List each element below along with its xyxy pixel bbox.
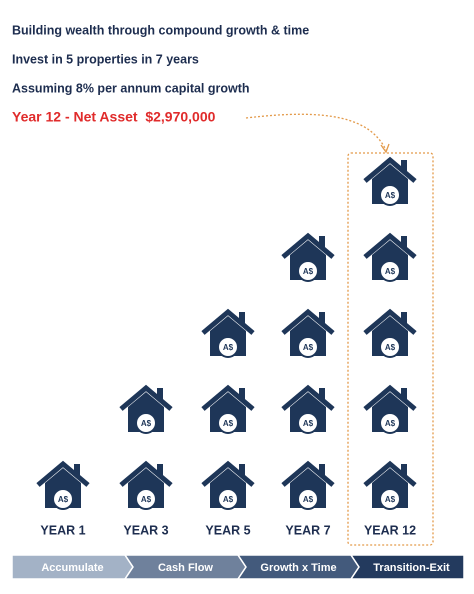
year-label: YEAR 12 — [364, 523, 416, 537]
roof — [119, 384, 173, 411]
chimney — [401, 464, 407, 476]
coin-label: A$ — [58, 495, 69, 504]
coin-label: A$ — [141, 419, 152, 428]
arrow-head — [380, 143, 390, 154]
roof — [281, 460, 335, 487]
coin-label: A$ — [303, 419, 314, 428]
roof — [363, 156, 417, 183]
roof — [363, 308, 417, 335]
stage-label: Transition-Exit — [373, 562, 450, 574]
house-icon: A$ — [281, 232, 335, 282]
chimney — [157, 464, 163, 476]
connector — [245, 113, 387, 151]
house-icon: A$ — [201, 308, 255, 358]
house-icon: A$ — [119, 460, 173, 510]
house-grid: A$ YEAR 1 A$ A$ YEAR 3 A$ A$ A$ YEAR 5 A$ A$ A$ A$ YE… — [36, 156, 417, 537]
chimney — [319, 312, 325, 324]
roof — [281, 308, 335, 335]
chimney — [319, 388, 325, 400]
house-icon: A$ — [363, 308, 417, 358]
chimney — [401, 236, 407, 248]
stage-label: Cash Flow — [158, 562, 213, 574]
chimney — [401, 388, 407, 400]
coin-label: A$ — [385, 419, 396, 428]
roof — [363, 232, 417, 259]
coin-label: A$ — [303, 267, 314, 276]
coin — [217, 488, 239, 510]
roof — [119, 460, 173, 487]
stage-label: Accumulate — [41, 562, 103, 574]
house-icon: A$ — [119, 384, 173, 434]
roof — [201, 308, 255, 335]
house-icon: A$ — [201, 384, 255, 434]
roof — [281, 384, 335, 411]
house-icon: A$ — [363, 384, 417, 434]
coin — [135, 488, 157, 510]
coin — [379, 488, 401, 510]
chimney — [239, 388, 245, 400]
chimney — [74, 464, 80, 476]
roof — [36, 460, 90, 487]
chimney — [319, 464, 325, 476]
stage-chevron — [349, 554, 465, 580]
coin-label: A$ — [385, 495, 396, 504]
coin — [217, 412, 239, 434]
coin-label: A$ — [385, 191, 396, 200]
house-icon: A$ — [36, 460, 90, 510]
house-icon: A$ — [363, 156, 417, 206]
house-icon: A$ — [363, 232, 417, 282]
chimney — [239, 464, 245, 476]
coin-label: A$ — [223, 495, 234, 504]
year-label: YEAR 3 — [123, 523, 168, 537]
roof — [201, 384, 255, 411]
chimney — [401, 312, 407, 324]
coin-label: A$ — [223, 419, 234, 428]
house-icon: A$ — [363, 460, 417, 510]
coin-label: A$ — [223, 343, 234, 352]
stage-label: Growth x Time — [260, 562, 336, 574]
chimney — [319, 236, 325, 248]
coin — [379, 184, 401, 206]
house-icon: A$ — [281, 308, 335, 358]
year-label: YEAR 7 — [285, 523, 330, 537]
house-icon: A$ — [281, 384, 335, 434]
title: Building wealth through compound growth … — [12, 23, 309, 37]
house-icon: A$ — [281, 460, 335, 510]
coin-label: A$ — [303, 495, 314, 504]
house-icon: A$ — [201, 460, 255, 510]
coin — [297, 260, 319, 282]
coin — [297, 412, 319, 434]
roof — [201, 460, 255, 487]
coin — [379, 260, 401, 282]
coin-label: A$ — [385, 267, 396, 276]
chimney — [239, 312, 245, 324]
coin — [379, 336, 401, 358]
coin — [52, 488, 74, 510]
highlight-box — [347, 152, 434, 546]
coin-label: A$ — [303, 343, 314, 352]
coin-label: A$ — [141, 495, 152, 504]
coin-label: A$ — [385, 343, 396, 352]
coin — [297, 336, 319, 358]
year-label: YEAR 1 — [40, 523, 85, 537]
coin — [135, 412, 157, 434]
highlight: Year 12 - Net Asset $2,970,000 — [12, 109, 216, 125]
roof — [281, 232, 335, 259]
intro-line: Invest in 5 properties in 7 years — [12, 52, 199, 66]
year-label: YEAR 5 — [205, 523, 250, 537]
intro-line: Assuming 8% per annum capital growth — [12, 81, 250, 95]
stage-bar: Accumulate Cash Flow Growth x Time Transiti… — [11, 554, 465, 580]
coin — [379, 412, 401, 434]
roof — [363, 384, 417, 411]
chimney — [401, 160, 407, 172]
coin — [297, 488, 319, 510]
chimney — [157, 388, 163, 400]
coin — [217, 336, 239, 358]
roof — [363, 460, 417, 487]
